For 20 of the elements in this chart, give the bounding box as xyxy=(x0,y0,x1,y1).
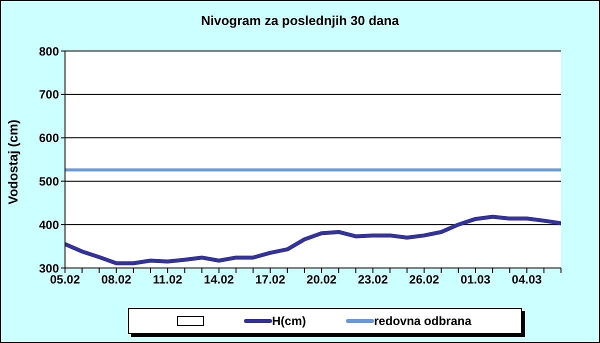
x-tick-label: 05.02 xyxy=(50,272,80,287)
legend-label: redovna odbrana xyxy=(374,314,472,328)
x-tick-label: 08.02 xyxy=(101,272,132,287)
x-tick-label: 01.03 xyxy=(460,272,491,287)
chart-title: Nivogram za poslednjih 30 dana xyxy=(200,13,400,28)
y-tick-label: 300 xyxy=(38,261,60,276)
y-tick-label: 700 xyxy=(38,88,60,102)
x-tick-label: 04.03 xyxy=(512,272,542,287)
legend-label: H(cm) xyxy=(272,314,306,328)
x-tick-label: 26.02 xyxy=(409,272,440,287)
x-tick-label: 11.02 xyxy=(152,272,183,287)
x-tick-label: 20.02 xyxy=(306,272,337,287)
y-tick-label: 600 xyxy=(38,131,60,146)
x-tick-label: 23.02 xyxy=(358,272,388,287)
x-tick-label: 14.02 xyxy=(204,272,234,287)
y-tick-label: 500 xyxy=(38,174,60,188)
y-tick-label: 400 xyxy=(38,218,60,232)
y-tick-label: 800 xyxy=(38,44,60,58)
y-axis-title: Vodostaj (cm) xyxy=(6,120,21,204)
x-tick-label: 17.02 xyxy=(255,272,286,287)
